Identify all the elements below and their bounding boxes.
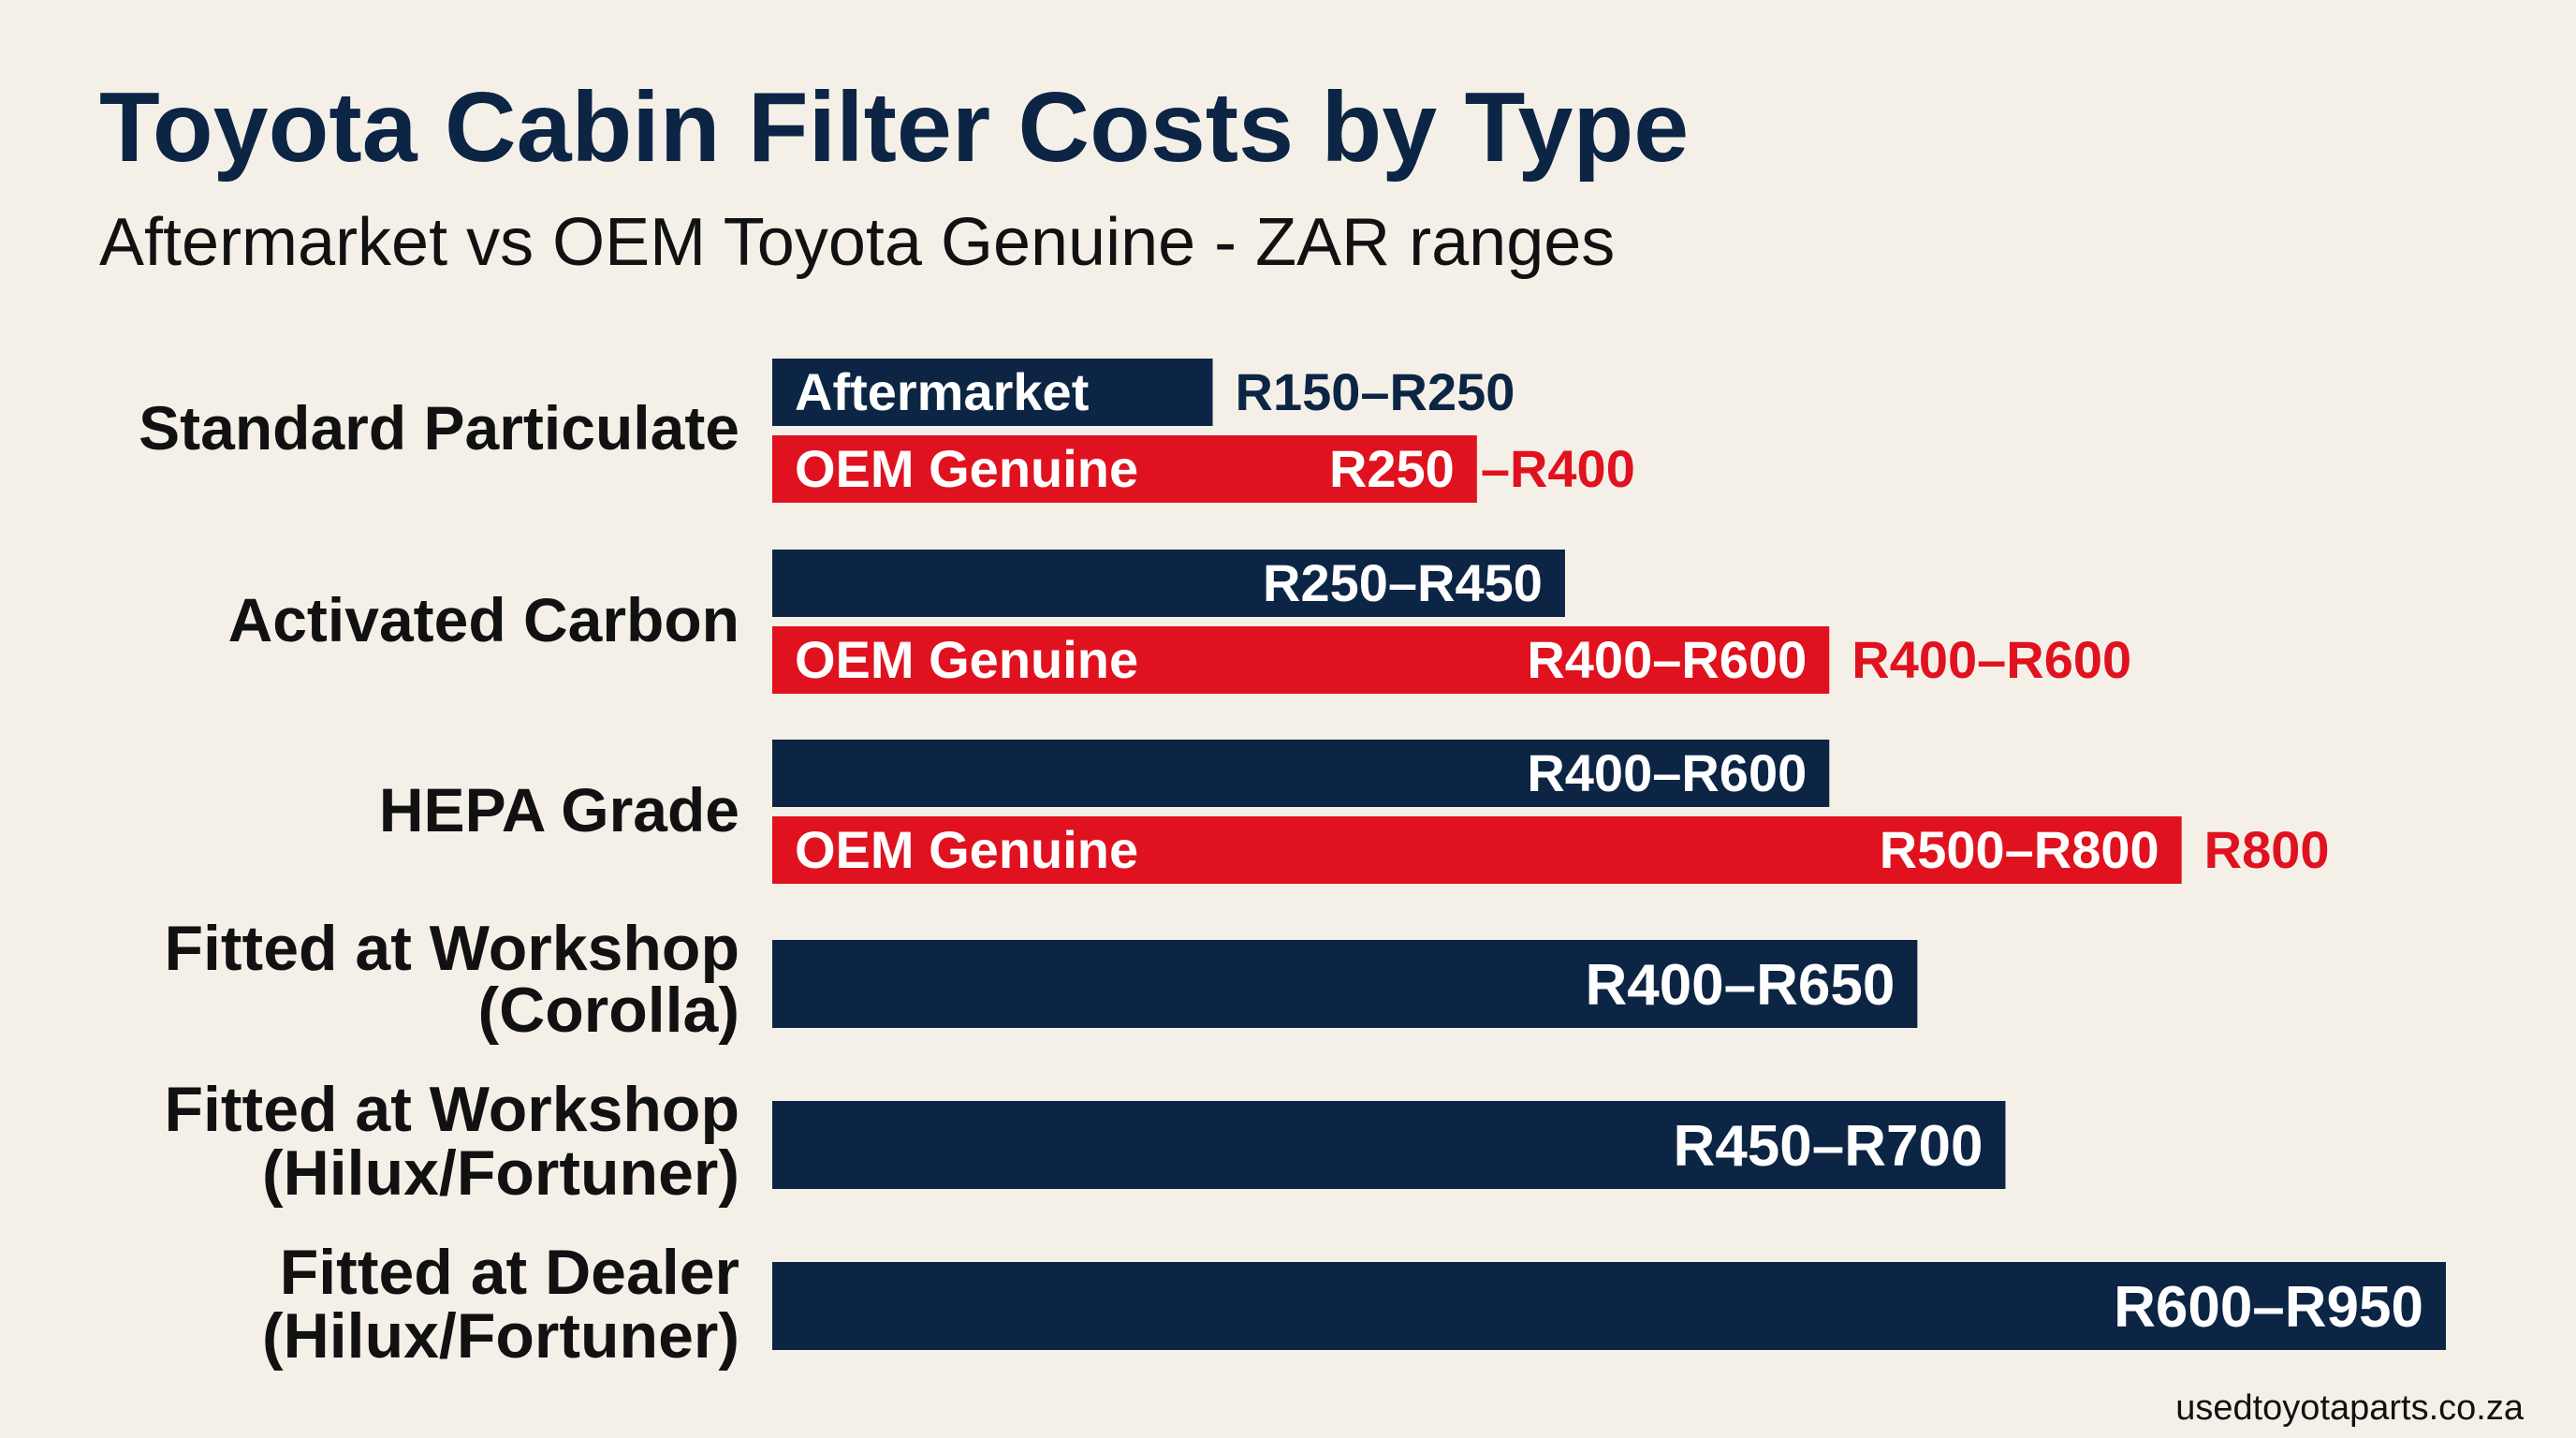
category-label: (Hilux/Fortuner): [262, 1137, 739, 1209]
aftermarket-bar: [772, 1101, 2006, 1189]
bar-value-label: R400–R600: [1527, 743, 1807, 802]
category-label: Fitted at Dealer: [280, 1237, 739, 1308]
bar-value-label: R500–R800: [1880, 820, 2159, 879]
bar-value-label: R250: [1329, 439, 1455, 498]
oem-bar: [772, 626, 1830, 694]
category-label: HEPA Grade: [379, 775, 739, 844]
category-label: (Hilux/Fortuner): [262, 1300, 739, 1372]
bar-value-label: R450–R700: [1674, 1114, 1983, 1179]
aftermarket-bar: [772, 740, 1830, 807]
bar-series-tag: OEM Genuine: [795, 630, 1138, 689]
category-label: Standard Particulate: [139, 393, 739, 462]
plot-area: Standard Particulate Aftermarket R150–R250…: [139, 359, 2446, 1372]
category-label: Fitted at Workshop: [164, 1074, 739, 1145]
oem-bar: [772, 816, 2182, 884]
oem-bar: [772, 435, 1477, 503]
bar-value-label: R600–R950: [2114, 1275, 2423, 1340]
source-credit: usedtoyotaparts.co.za: [2175, 1388, 2525, 1428]
bar-value-label: R400–R650: [1585, 953, 1895, 1018]
bar-value-label: R150–R250: [1236, 362, 1515, 421]
bar-outside-label: R400–R600: [1852, 630, 2131, 689]
category-label: Activated Carbon: [228, 585, 739, 654]
bar-value-label: R250–R450: [1263, 553, 1543, 612]
aftermarket-bar: [772, 940, 1918, 1028]
aftermarket-bar: [772, 359, 1213, 426]
chart-subtitle: Aftermarket vs OEM Toyota Genuine - ZAR …: [99, 205, 1615, 280]
chart-title: Toyota Cabin Filter Costs by Type: [99, 72, 1689, 183]
bar-series-tag: Aftermarket: [795, 362, 1089, 421]
aftermarket-bar: [772, 1262, 2446, 1350]
bar-value-label: R400–R600: [1527, 630, 1807, 689]
bar-series-tag: OEM Genuine: [795, 820, 1138, 879]
bar-outside-label: R800: [2204, 820, 2330, 879]
bar-series-tag: OEM Genuine: [795, 439, 1138, 498]
category-label: (Corolla): [477, 975, 739, 1046]
category-label: Fitted at Workshop: [164, 913, 739, 984]
aftermarket-bar: [772, 550, 1565, 617]
bar-outside-label: –R400: [1481, 439, 1635, 498]
